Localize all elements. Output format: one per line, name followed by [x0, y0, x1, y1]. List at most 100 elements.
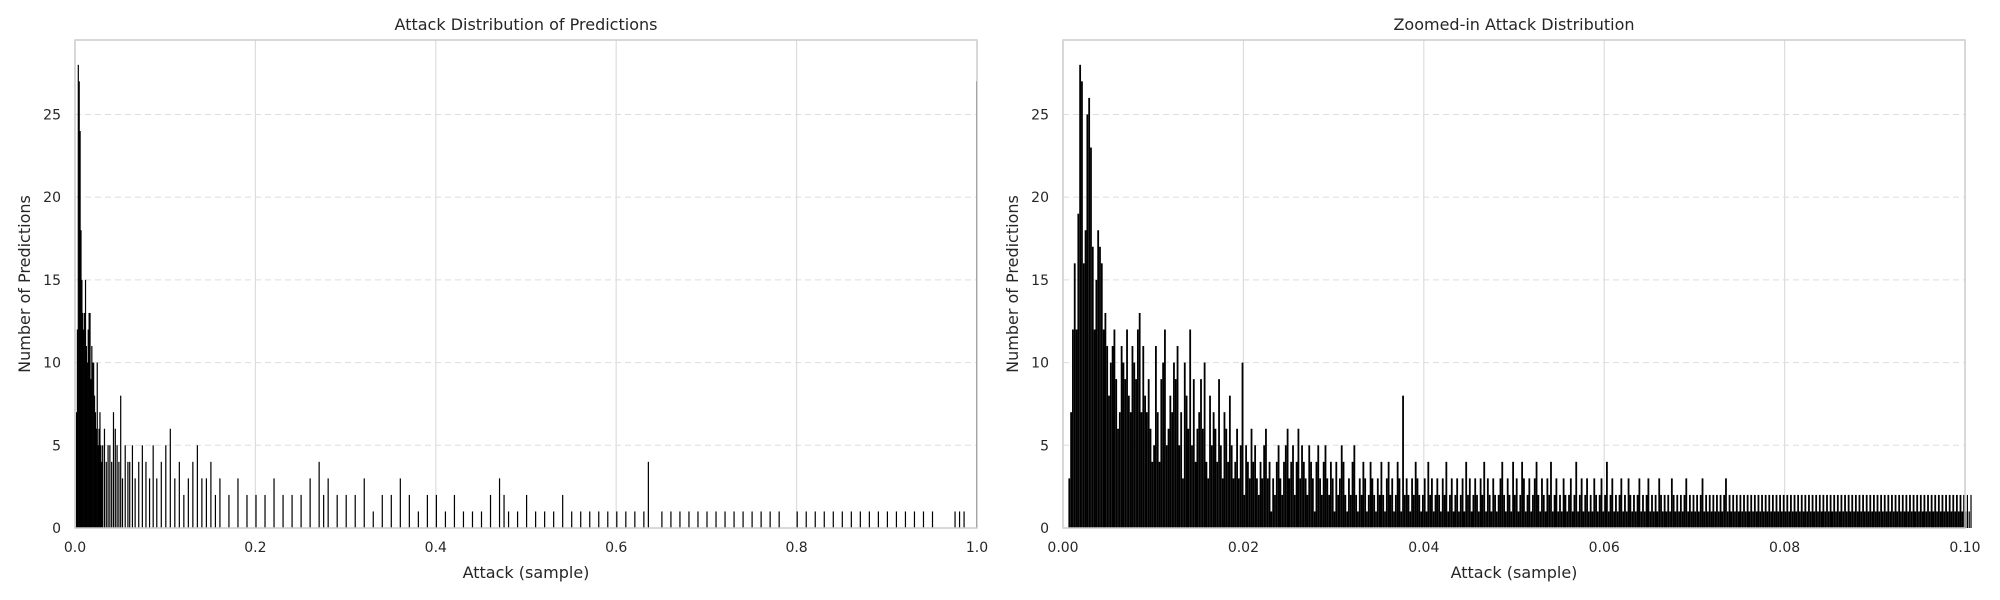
y-tick-label: 15	[43, 273, 61, 289]
histogram-bar	[1596, 511, 1599, 528]
histogram-bar	[107, 445, 109, 528]
histogram-bar	[562, 494, 564, 528]
histogram-bar	[210, 461, 212, 528]
histogram-bar	[1227, 461, 1229, 528]
histogram-bar	[1624, 494, 1626, 528]
y-tick-label: 10	[1031, 356, 1049, 372]
histogram-bar	[1380, 461, 1383, 528]
histogram-bar	[1308, 445, 1311, 528]
histogram-bar	[1160, 379, 1163, 528]
histogram-bar	[1418, 494, 1421, 528]
histogram-bar	[323, 494, 325, 528]
histogram-bar	[1537, 494, 1540, 528]
histogram-bar	[1129, 412, 1132, 528]
histogram-bar	[127, 461, 129, 528]
chart-title: Attack Distribution of Predictions	[395, 15, 658, 34]
histogram-bar	[1932, 511, 1935, 528]
histogram-bar	[187, 478, 189, 528]
histogram-bar	[1813, 511, 1816, 528]
histogram-bar	[1503, 494, 1505, 528]
histogram-bar	[1620, 478, 1623, 528]
histogram-bar	[1815, 494, 1818, 528]
histogram-bar	[1874, 511, 1877, 528]
histogram-bar	[1396, 461, 1399, 528]
histogram-bar	[1476, 494, 1478, 528]
histogram-bar	[1072, 329, 1074, 528]
histogram-bar	[1775, 494, 1778, 528]
histogram-bar	[1274, 494, 1276, 528]
histogram-bar	[1225, 428, 1228, 528]
histogram-bar	[1584, 494, 1587, 528]
histogram-bar	[1403, 494, 1406, 528]
histogram-bar	[1492, 478, 1495, 528]
histogram-bar	[1604, 494, 1607, 528]
histogram-bar	[958, 511, 961, 528]
histogram-bar	[1909, 494, 1911, 528]
histogram-bar	[1851, 494, 1854, 528]
histogram-bar	[503, 494, 505, 528]
histogram-bar	[1479, 478, 1482, 528]
histogram-bar	[101, 461, 103, 528]
histogram-bar	[96, 362, 98, 528]
histogram-bar	[1667, 494, 1670, 528]
histogram-bar	[1542, 494, 1545, 528]
histogram-bar	[1486, 478, 1489, 528]
histogram-bar	[1600, 478, 1603, 528]
histogram-bar	[1611, 478, 1614, 528]
histogram-bar	[1780, 511, 1783, 528]
histogram-bar	[1907, 511, 1910, 528]
histogram-bar	[1214, 428, 1217, 528]
histogram-bar	[1752, 511, 1754, 528]
histogram-bar	[1232, 478, 1235, 528]
histogram-bar	[1441, 478, 1444, 528]
histogram-bar	[1701, 478, 1704, 528]
histogram-bar	[580, 511, 582, 528]
histogram-bar	[1562, 478, 1565, 528]
histogram-bar	[1488, 494, 1491, 528]
histogram-bar	[1773, 511, 1776, 528]
histogram-bar	[661, 511, 663, 528]
x-tick-label: 0.8	[785, 540, 807, 556]
histogram-bar	[1088, 97, 1091, 528]
histogram-bar	[1970, 494, 1972, 528]
histogram-bar	[1082, 263, 1085, 528]
histogram-bar	[1719, 494, 1722, 528]
histogram-bar	[1544, 511, 1547, 528]
histogram-bar	[1856, 511, 1859, 528]
histogram-bar	[1645, 494, 1648, 528]
histogram-bar	[1348, 478, 1350, 528]
histogram-bar	[408, 494, 410, 528]
histogram-bar	[1564, 494, 1567, 528]
histogram-bar	[237, 478, 239, 528]
histogram-bar	[84, 279, 87, 528]
histogram-bar	[1221, 478, 1224, 528]
histogram-bar	[1293, 494, 1296, 528]
histogram-bar	[954, 511, 956, 528]
histogram-bar	[1927, 494, 1929, 528]
histogram-bar	[1230, 445, 1233, 528]
histogram-bar	[1755, 511, 1758, 528]
histogram-bar	[219, 478, 221, 528]
histogram-bar	[1162, 362, 1165, 528]
histogram-bar	[1762, 511, 1765, 528]
histogram-bar	[1663, 494, 1666, 528]
histogram-bar	[1375, 511, 1377, 528]
histogram-bar	[1302, 461, 1305, 528]
histogram-bar	[381, 494, 383, 528]
histogram-bar	[1477, 511, 1480, 528]
histogram-bar	[1566, 511, 1569, 528]
histogram-bar	[697, 511, 699, 528]
histogram-bar	[1872, 494, 1875, 528]
histogram-bar	[1844, 494, 1846, 528]
histogram-bar	[1699, 494, 1702, 528]
histogram-bar	[109, 445, 111, 528]
histogram-bar	[1627, 478, 1630, 528]
histogram-bar	[192, 461, 194, 528]
histogram-bar	[201, 478, 203, 528]
histogram-bar	[1842, 511, 1845, 528]
x-tick-label: 0.02	[1228, 540, 1259, 556]
histogram-bar	[1320, 494, 1323, 528]
histogram-bar	[77, 64, 79, 528]
histogram-bar	[1530, 511, 1533, 528]
